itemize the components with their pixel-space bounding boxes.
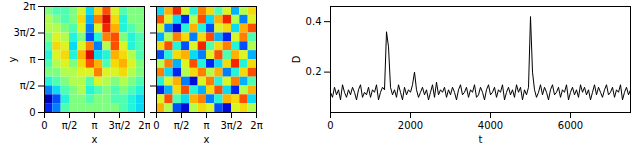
svg-text:π/2: π/2 bbox=[174, 120, 190, 131]
svg-text:π/2: π/2 bbox=[20, 80, 36, 91]
svg-text:0: 0 bbox=[327, 120, 333, 131]
svg-text:3π/2: 3π/2 bbox=[220, 120, 242, 131]
svg-text:6000: 6000 bbox=[558, 120, 583, 131]
svg-text:2π: 2π bbox=[250, 120, 262, 131]
svg-text:4000: 4000 bbox=[478, 120, 503, 131]
svg-text:t: t bbox=[479, 134, 483, 145]
svg-text:0.2: 0.2 bbox=[306, 66, 322, 77]
svg-text:3π/2: 3π/2 bbox=[13, 27, 35, 38]
svg-text:2π: 2π bbox=[138, 120, 150, 131]
svg-text:x: x bbox=[92, 134, 98, 145]
svg-text:π: π bbox=[203, 120, 209, 131]
svg-text:π: π bbox=[91, 120, 97, 131]
svg-text:0.4: 0.4 bbox=[306, 16, 322, 27]
svg-text:0: 0 bbox=[29, 107, 35, 118]
svg-text:D: D bbox=[291, 55, 302, 63]
svg-text:2000: 2000 bbox=[398, 120, 423, 131]
svg-text:π: π bbox=[29, 54, 35, 65]
svg-text:3π/2: 3π/2 bbox=[108, 120, 130, 131]
svg-text:2π: 2π bbox=[23, 1, 35, 12]
svg-text:x: x bbox=[204, 134, 210, 145]
svg-text:0: 0 bbox=[153, 120, 159, 131]
svg-text:y: y bbox=[7, 56, 18, 62]
svg-text:π/2: π/2 bbox=[62, 120, 78, 131]
svg-text:0: 0 bbox=[41, 120, 47, 131]
